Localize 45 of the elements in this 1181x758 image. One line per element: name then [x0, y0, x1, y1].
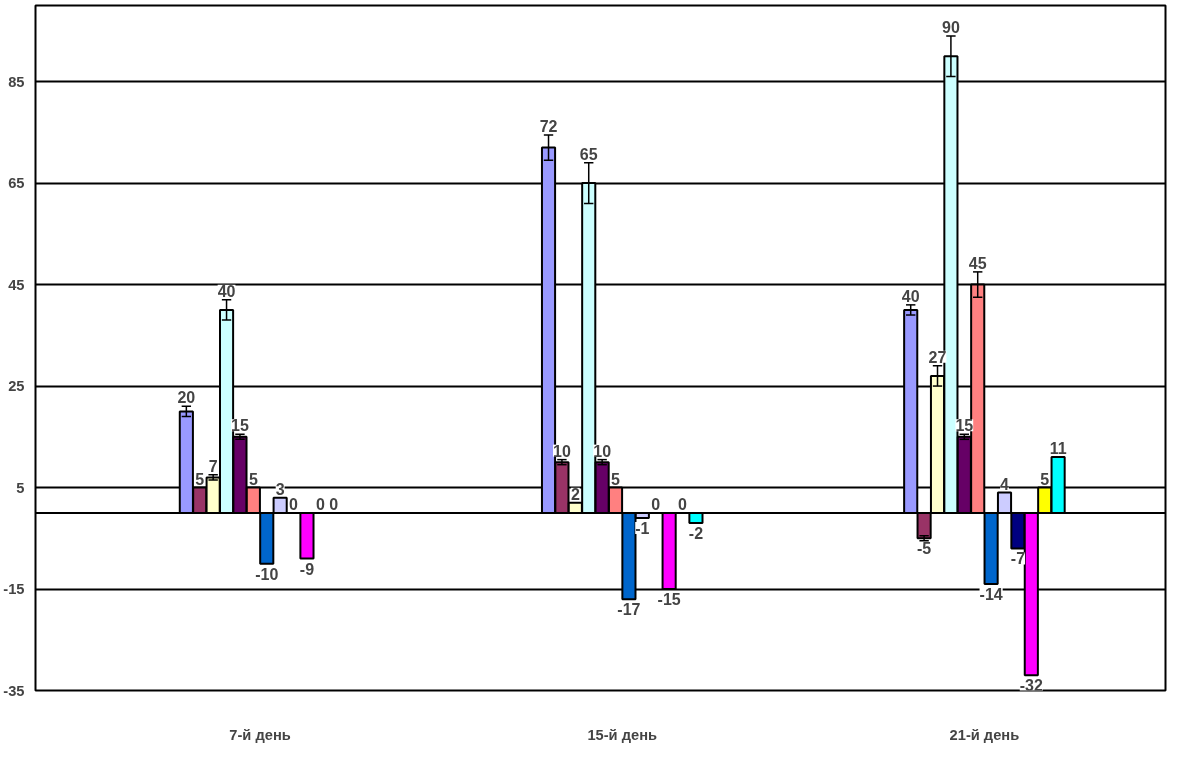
y-tick-label: 25 [8, 378, 25, 395]
data-label: 15 [231, 417, 249, 435]
data-label: -15 [657, 591, 681, 609]
data-label: 0 [651, 495, 661, 513]
x-tick-label: 7-й день [229, 726, 291, 743]
data-label: 2 [570, 485, 580, 503]
y-tick-label: -35 [3, 682, 25, 699]
y-tick-label: 85 [8, 73, 25, 90]
data-label: 0 [329, 495, 339, 513]
data-label: -10 [255, 565, 279, 583]
data-label: 65 [579, 145, 598, 163]
data-label: -14 [979, 585, 1003, 603]
x-tick-label: 21-й день [949, 726, 1020, 743]
y-tick-label: 65 [8, 175, 25, 192]
data-label: 45 [968, 254, 987, 272]
data-label: -5 [916, 540, 932, 558]
data-label: -17 [617, 601, 641, 619]
data-label: -2 [688, 525, 704, 543]
data-label: 11 [1049, 440, 1067, 458]
data-label: 0 [678, 495, 688, 513]
y-tick-label: -15 [3, 581, 25, 598]
data-label: -1 [635, 519, 650, 537]
data-label: 10 [593, 442, 612, 460]
data-label: 72 [539, 117, 558, 135]
data-label: 0 [289, 495, 299, 513]
data-label: 27 [928, 348, 947, 366]
y-tick-label: 5 [16, 479, 25, 496]
data-label: 0 [315, 495, 325, 513]
data-label: 3 [275, 480, 285, 498]
data-label: -9 [299, 560, 315, 578]
data-label: 5 [195, 470, 205, 488]
data-label: 7 [208, 457, 218, 475]
data-label: 20 [177, 389, 196, 407]
data-label: 5 [248, 470, 258, 488]
data-label: 5 [1040, 470, 1050, 488]
y-tick-label: 45 [8, 276, 25, 293]
data-label: 40 [901, 287, 920, 305]
data-label: 10 [553, 442, 571, 460]
data-label: 15 [955, 417, 974, 435]
data-label: 40 [217, 282, 236, 300]
data-label: 4 [1000, 475, 1010, 493]
data-label: 5 [611, 470, 621, 488]
x-tick-label: 15-й день [587, 726, 658, 743]
data-label: 90 [942, 18, 960, 36]
data-label: -7 [1010, 550, 1026, 568]
